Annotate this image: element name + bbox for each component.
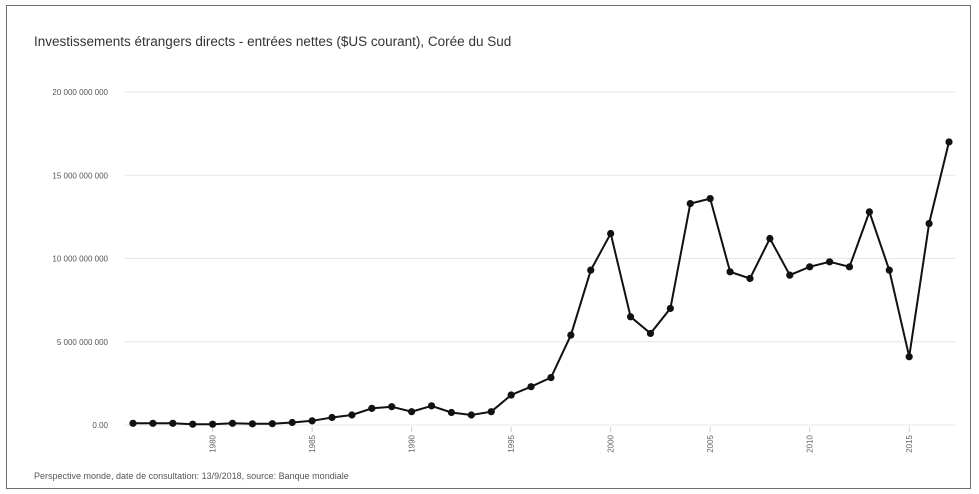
data-point-1997[interactable] <box>547 373 555 382</box>
data-point-1984[interactable] <box>288 418 296 427</box>
data-point-1977[interactable] <box>149 419 157 427</box>
data-point-1982[interactable] <box>248 420 257 428</box>
data-point-1987[interactable] <box>348 411 356 419</box>
data-point-1983[interactable] <box>268 420 276 428</box>
data-point-1993[interactable] <box>467 411 475 419</box>
data-point-2011[interactable] <box>825 258 834 266</box>
data-point-1999[interactable] <box>587 266 595 274</box>
x-tick-label: 1995 <box>507 434 516 452</box>
data-point-2006[interactable] <box>726 268 734 276</box>
data-point-1992[interactable] <box>447 408 456 417</box>
data-point-1978[interactable] <box>169 419 177 427</box>
y-tick-label: 0.00 <box>92 421 108 430</box>
x-axis-ticks: 1980 1985 1990 1995 2000 2005 2010 2015 <box>209 427 914 453</box>
x-tick-label: 2015 <box>905 434 914 452</box>
y-tick-label: 10 000 000 000 <box>52 255 108 264</box>
chart-title: Investissements étrangers directs - entr… <box>34 34 512 49</box>
data-point-1995[interactable] <box>507 391 515 399</box>
data-point-2000[interactable] <box>607 229 615 238</box>
data-point-2002[interactable] <box>646 329 655 338</box>
data-point-2003[interactable] <box>666 304 674 313</box>
chart-frame <box>6 5 971 489</box>
data-point-2016[interactable] <box>925 219 933 228</box>
data-point-1988[interactable] <box>368 404 376 412</box>
x-tick-label: 2000 <box>607 434 616 452</box>
series-line <box>133 141 950 426</box>
y-tick-label: 15 000 000 000 <box>52 171 108 180</box>
data-point-2012[interactable] <box>845 263 854 271</box>
data-point-2009[interactable] <box>786 271 794 279</box>
data-point-1996[interactable] <box>527 383 535 391</box>
data-point-1981[interactable] <box>228 419 237 427</box>
x-tick-label: 1985 <box>308 434 317 452</box>
data-point-1990[interactable] <box>408 408 416 416</box>
x-tick-label: 1980 <box>209 434 218 452</box>
grid-lines <box>125 91 955 426</box>
y-tick-label: 20 000 000 000 <box>52 88 108 97</box>
data-point-2001[interactable] <box>626 313 635 321</box>
source-note: Perspective monde, date de consultation:… <box>34 471 349 481</box>
data-point-2008[interactable] <box>766 234 774 243</box>
data-point-2014[interactable] <box>885 266 893 274</box>
data-point-2004[interactable] <box>686 199 694 208</box>
data-point-1989[interactable] <box>388 403 396 411</box>
data-point-1994[interactable] <box>487 408 495 416</box>
x-tick-label: 2010 <box>806 434 815 452</box>
data-point-1998[interactable] <box>567 331 575 339</box>
series-points <box>129 138 953 428</box>
data-point-1986[interactable] <box>328 413 336 422</box>
data-point-2010[interactable] <box>806 263 814 271</box>
x-tick-label: 2005 <box>706 434 715 452</box>
data-point-2017[interactable] <box>945 138 953 146</box>
data-point-1980[interactable] <box>209 420 217 428</box>
data-point-1991[interactable] <box>427 402 436 410</box>
data-point-2005[interactable] <box>706 194 714 203</box>
y-tick-label: 5 000 000 000 <box>57 338 109 347</box>
x-tick-label: 1990 <box>408 434 417 452</box>
data-point-2013[interactable] <box>865 208 873 216</box>
data-point-1976[interactable] <box>129 419 137 427</box>
data-point-2007[interactable] <box>746 274 754 283</box>
y-axis-ticks: 0.00 5 000 000 000 10 000 000 000 15 000 00… <box>52 88 108 430</box>
data-point-1979[interactable] <box>189 420 197 428</box>
data-point-2015[interactable] <box>905 353 913 361</box>
data-point-1985[interactable] <box>308 417 316 425</box>
